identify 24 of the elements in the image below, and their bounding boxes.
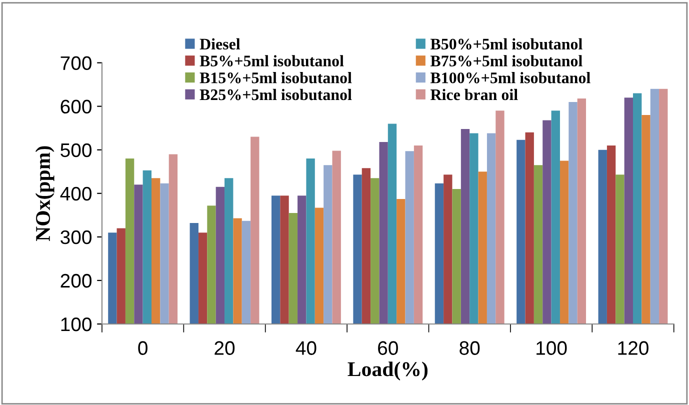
y-tick-label: 500 bbox=[60, 143, 92, 158]
legend-label: B50%+5ml isobutanol bbox=[430, 38, 582, 50]
legend-label: B5%+5ml isobutanol bbox=[200, 55, 344, 66]
y-tick-label: 200 bbox=[60, 274, 92, 288]
x-axis-title: Load(%) bbox=[348, 362, 428, 380]
legend-label: B15%+5ml isobutanol bbox=[200, 72, 352, 84]
x-tick-label: 0 bbox=[138, 341, 148, 355]
legend-label: B75%+5ml isobutanol bbox=[430, 55, 582, 66]
y-tick-label: 700 bbox=[60, 56, 92, 70]
legend-label: Rice bran oil bbox=[430, 88, 518, 100]
legend-label: Diesel bbox=[200, 38, 240, 50]
legend-label: B100%+5ml isobutanol bbox=[430, 72, 590, 84]
x-tick-label: 60 bbox=[378, 341, 398, 355]
y-axis-title: NOx(ppm) bbox=[35, 146, 54, 242]
x-tick-label: 40 bbox=[296, 341, 316, 355]
x-tick-label: 100 bbox=[536, 341, 567, 355]
x-tick-label: 80 bbox=[460, 341, 480, 355]
x-tick-label: 120 bbox=[618, 341, 648, 355]
y-tick-label: 100 bbox=[61, 317, 92, 332]
y-tick-label: 300 bbox=[60, 230, 92, 244]
legend-label: B25%+5ml isobutanol bbox=[200, 88, 352, 100]
y-tick-label: 400 bbox=[60, 186, 92, 201]
y-tick-label: 600 bbox=[60, 100, 92, 114]
x-tick-label: 20 bbox=[214, 341, 235, 355]
